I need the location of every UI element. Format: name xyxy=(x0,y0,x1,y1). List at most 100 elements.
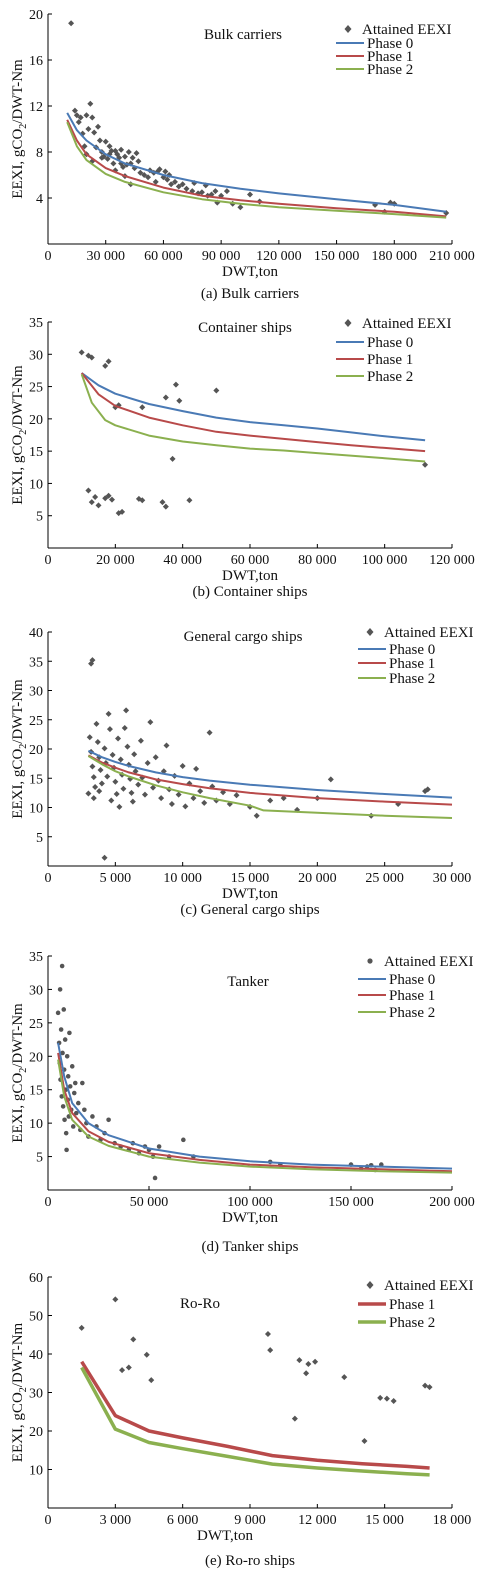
scatter-point xyxy=(296,1357,303,1364)
y-axis-label: EEXI, gCO2/DWT-Nm xyxy=(10,679,29,819)
series-line-phase-0 xyxy=(81,372,426,442)
legend-label: Attained EEXI xyxy=(384,954,474,970)
scatter-point xyxy=(106,143,113,150)
x-tick-label: 20 000 xyxy=(96,553,135,568)
scatter-point xyxy=(102,362,109,369)
scatter-point xyxy=(71,1090,77,1096)
chart-panel-1: 0 30 000 60 000 90 000 120 000 150 000 180 000… xyxy=(10,8,475,302)
series-line-phase-2 xyxy=(57,1059,453,1174)
scatter-point xyxy=(55,1010,61,1016)
scatter-point xyxy=(139,404,146,411)
scatter-point xyxy=(62,1037,68,1042)
scatter-point xyxy=(145,174,152,181)
scatter-point xyxy=(120,163,127,170)
scatter-point xyxy=(105,492,112,499)
scatter-point xyxy=(125,149,132,155)
x-tick-label: 200 000 xyxy=(429,1195,475,1210)
series-line-phase-0 xyxy=(57,1042,453,1170)
chart-caption: (e) Ro-ro ships xyxy=(205,1553,295,1569)
y-tick-label: 25 xyxy=(29,381,43,396)
scatter-point xyxy=(131,751,138,758)
chart-panel-2: 0 20 000 40 000 60 000 80 000 100 000 120 000 5… xyxy=(10,316,475,600)
scatter-point xyxy=(139,497,146,504)
legend-label: Attained EEXI xyxy=(384,625,474,641)
legend-label: Attained EEXI xyxy=(384,1278,474,1294)
x-tick-label: 5 000 xyxy=(100,871,132,886)
series-line-phase-0 xyxy=(87,749,453,799)
legend-label: Phase 1 xyxy=(367,49,413,65)
x-tick-label: 18 000 xyxy=(433,1513,472,1528)
y-axis-label-part: /DWT-Nm xyxy=(10,1322,26,1387)
scatter-point xyxy=(179,181,186,188)
chart-panel-3: 0 5 000 10 000 15 000 20 000 25 000 30 000 5 10 1… xyxy=(10,625,474,918)
scatter-point xyxy=(123,707,130,714)
scatter-point xyxy=(64,1147,69,1153)
scatter-point xyxy=(175,791,182,798)
scatter-point xyxy=(175,183,182,190)
scatter-point xyxy=(163,742,170,749)
x-tick-label: 20 000 xyxy=(298,871,337,886)
legend-label: Attained EEXI xyxy=(362,22,452,38)
chart-caption: (c) General cargo ships xyxy=(180,902,319,918)
scatter-point xyxy=(104,155,111,162)
scatter-point xyxy=(101,854,108,861)
scatter-point xyxy=(121,724,128,731)
y-tick-label: 12 xyxy=(29,100,43,115)
scatter-point xyxy=(291,1415,298,1422)
series-line-phase-1 xyxy=(66,119,447,218)
scatter-point xyxy=(133,150,140,157)
scatter-point xyxy=(89,657,96,664)
y-tick-label: 40 xyxy=(29,626,43,641)
legend-label: Phase 0 xyxy=(389,972,435,988)
y-tick-label: 20 xyxy=(29,1425,43,1440)
legend-label: Phase 2 xyxy=(389,1315,435,1331)
scatter-point xyxy=(280,795,287,802)
scatter-point xyxy=(168,181,175,188)
scatter-point xyxy=(112,1296,119,1303)
legend-label: Phase 1 xyxy=(389,1297,435,1313)
x-axis-label: DWT,ton xyxy=(222,886,278,902)
scatter-point xyxy=(87,100,94,107)
scatter-point xyxy=(101,745,108,752)
scatter-series xyxy=(85,657,431,861)
scatter-point xyxy=(129,154,136,161)
scatter-point xyxy=(312,1358,319,1365)
scatter-point xyxy=(90,795,97,802)
scatter-point xyxy=(117,756,124,763)
scatter-point xyxy=(72,1080,78,1086)
y-tick-label: 10 xyxy=(29,802,43,817)
scatter-point xyxy=(120,785,127,792)
scatter-point xyxy=(156,166,163,173)
scatter-point xyxy=(141,791,148,798)
scatter-point xyxy=(96,137,103,144)
y-tick-label: 10 xyxy=(29,1464,43,1479)
scatter-point xyxy=(171,178,178,185)
scatter-point xyxy=(85,487,92,494)
x-tick-label: 50 000 xyxy=(130,1195,169,1210)
x-axis-label: DWT,ton xyxy=(197,1528,253,1544)
scatter-point xyxy=(147,719,154,726)
y-tick-label: 5 xyxy=(36,510,43,525)
scatter-point xyxy=(233,792,240,799)
x-tick-label: 12 000 xyxy=(298,1513,337,1528)
scatter-point xyxy=(162,168,169,175)
y-tick-label: 50 xyxy=(29,1310,43,1325)
scatter-point xyxy=(422,1382,429,1389)
scatter-point xyxy=(169,455,176,462)
scatter-point xyxy=(158,795,165,802)
scatter-point xyxy=(78,1324,85,1331)
y-axis-label-part: 2 xyxy=(18,430,29,435)
scatter-point xyxy=(98,780,105,787)
legend-label: Phase 1 xyxy=(389,656,435,672)
scatter-point xyxy=(106,726,113,733)
scatter-point xyxy=(144,760,151,767)
legend-marker xyxy=(366,628,374,636)
scatter-series xyxy=(78,349,429,517)
scatter-point xyxy=(303,1370,310,1377)
chart-caption: (d) Tanker ships xyxy=(202,1239,299,1255)
y-tick-label: 15 xyxy=(29,772,43,787)
scatter-point xyxy=(102,138,109,145)
scatter-point xyxy=(148,1377,155,1384)
